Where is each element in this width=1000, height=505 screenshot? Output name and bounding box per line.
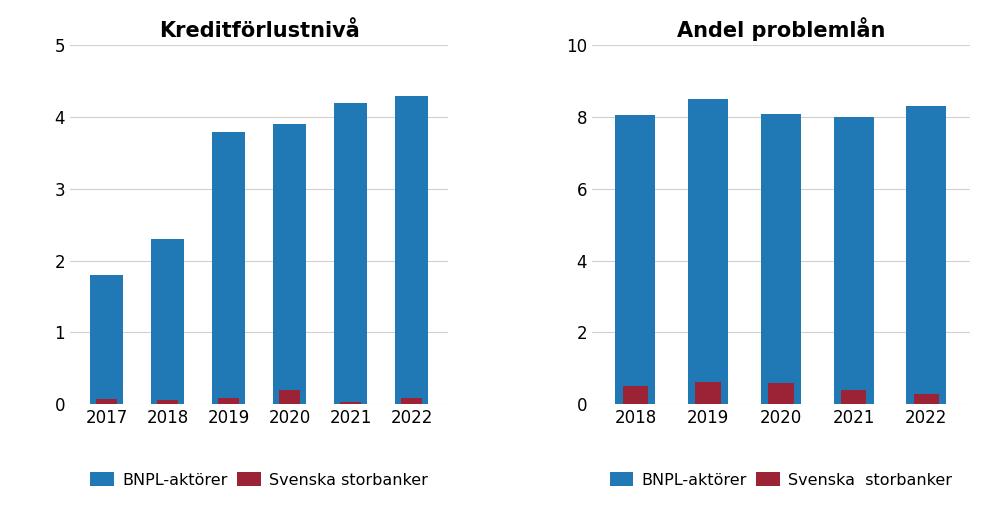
Bar [834, 117, 874, 404]
Bar [273, 124, 306, 404]
Bar [695, 382, 721, 404]
Bar [401, 398, 422, 404]
Bar [688, 99, 728, 404]
Title: Kreditförlustnivå: Kreditförlustnivå [159, 21, 359, 41]
Bar [841, 390, 866, 404]
Bar [279, 390, 300, 404]
Bar [340, 402, 361, 404]
Bar [96, 399, 117, 404]
Legend: BNPL-aktörer, Svenska  storbanker: BNPL-aktörer, Svenska storbanker [603, 466, 959, 494]
Bar [768, 383, 794, 404]
Bar [90, 275, 123, 404]
Legend: BNPL-aktörer, Svenska storbanker: BNPL-aktörer, Svenska storbanker [84, 466, 434, 494]
Bar [395, 95, 428, 404]
Bar [212, 131, 245, 404]
Bar [615, 115, 655, 404]
Bar [218, 397, 239, 404]
Bar [906, 107, 946, 404]
Bar [623, 386, 648, 404]
Bar [334, 103, 367, 404]
Bar [761, 114, 801, 404]
Bar [151, 239, 184, 404]
Bar [157, 400, 178, 404]
Bar [914, 394, 939, 404]
Title: Andel problemlån: Andel problemlån [677, 17, 885, 41]
